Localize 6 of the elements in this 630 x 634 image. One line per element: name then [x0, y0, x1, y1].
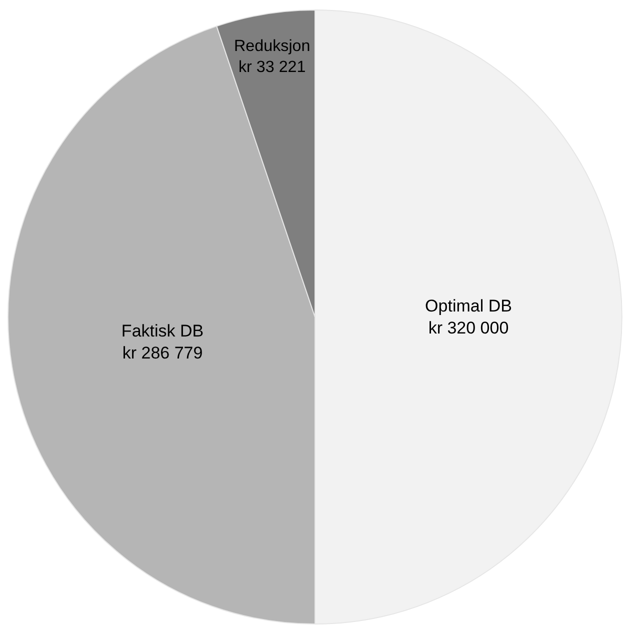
- data-label: kr 320 000: [428, 318, 509, 338]
- slice-label: Reduksjon: [234, 37, 310, 56]
- slice-label: Faktisk DB: [121, 322, 204, 341]
- data-label: kr 33 221: [238, 58, 306, 76]
- slice-label: Optimal DB: [425, 296, 512, 316]
- data-label: kr 286 779: [122, 344, 203, 363]
